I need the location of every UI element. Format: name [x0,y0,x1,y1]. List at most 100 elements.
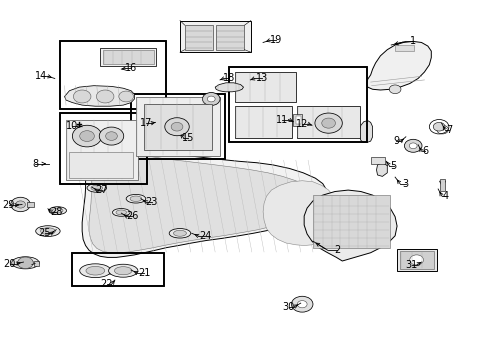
Polygon shape [64,86,134,106]
Bar [396,249,436,271]
Text: 27: 27 [95,185,108,195]
Text: 18: 18 [222,73,235,84]
Text: 20: 20 [3,258,16,269]
Ellipse shape [87,184,106,192]
Bar [60,41,166,109]
Ellipse shape [52,208,63,213]
Circle shape [11,197,30,212]
Ellipse shape [36,226,60,237]
Ellipse shape [80,264,111,278]
Circle shape [432,122,444,131]
Ellipse shape [49,207,66,215]
Ellipse shape [114,267,132,275]
Text: 14: 14 [35,71,48,81]
Bar [131,94,224,159]
Text: 31: 31 [405,260,417,270]
Bar [72,253,164,286]
Bar [439,179,444,191]
Ellipse shape [112,208,130,216]
Circle shape [408,143,416,149]
Bar [295,116,300,124]
Bar [87,268,131,274]
Bar [100,48,156,66]
Circle shape [119,91,133,102]
Text: 15: 15 [182,132,194,143]
Circle shape [171,122,183,131]
Text: 29: 29 [2,200,15,210]
Circle shape [321,118,335,128]
Ellipse shape [126,194,145,203]
Polygon shape [366,41,430,90]
Circle shape [105,132,117,140]
Text: 7: 7 [445,125,451,135]
Ellipse shape [108,264,138,277]
Circle shape [72,125,102,147]
Ellipse shape [91,185,102,191]
Bar [228,67,366,142]
Circle shape [16,201,25,208]
Text: 17: 17 [139,118,152,128]
Text: 1: 1 [409,36,415,46]
Bar [60,113,146,184]
Text: 5: 5 [390,161,396,171]
Circle shape [73,90,91,103]
Bar [312,195,389,248]
Text: 9: 9 [392,136,398,146]
Text: 10: 10 [66,121,79,131]
Text: 2: 2 [334,245,340,255]
Bar [293,114,302,126]
Polygon shape [376,163,386,176]
Bar [234,106,292,138]
Text: 26: 26 [125,211,138,221]
Polygon shape [359,121,372,143]
Bar [60,113,146,184]
Polygon shape [263,181,337,246]
Circle shape [297,301,306,308]
Bar [234,72,295,102]
Circle shape [207,96,215,102]
Bar [102,50,154,64]
Circle shape [404,139,421,152]
Polygon shape [89,152,315,253]
Text: 21: 21 [138,268,150,278]
Ellipse shape [41,228,55,234]
Text: 13: 13 [255,73,267,84]
Text: 3: 3 [402,179,408,189]
Text: 23: 23 [145,197,158,207]
Circle shape [96,90,114,103]
Bar [216,25,244,50]
Bar [184,25,213,50]
Text: 8: 8 [32,159,38,169]
Bar [60,41,166,109]
Bar [399,251,433,269]
Circle shape [164,118,189,136]
Bar [131,94,224,159]
Ellipse shape [130,196,142,201]
Bar [370,157,385,164]
Circle shape [202,93,220,105]
Circle shape [388,85,400,94]
Polygon shape [82,146,326,257]
Bar [394,45,413,51]
Bar [72,253,164,286]
Text: 24: 24 [199,231,211,241]
Circle shape [99,127,123,145]
Bar [34,261,39,266]
Ellipse shape [173,230,186,236]
Bar [144,104,211,150]
Circle shape [18,257,33,269]
Bar [69,152,133,178]
Ellipse shape [86,266,104,275]
Ellipse shape [116,210,126,215]
Text: 25: 25 [39,228,51,238]
Text: 4: 4 [442,191,448,201]
Ellipse shape [12,257,39,269]
Bar [27,202,34,207]
Text: 16: 16 [124,63,137,73]
Text: 30: 30 [282,302,294,312]
Bar [180,21,250,52]
Circle shape [291,296,312,312]
Circle shape [314,113,342,133]
Text: 6: 6 [422,146,427,156]
Ellipse shape [17,259,34,266]
